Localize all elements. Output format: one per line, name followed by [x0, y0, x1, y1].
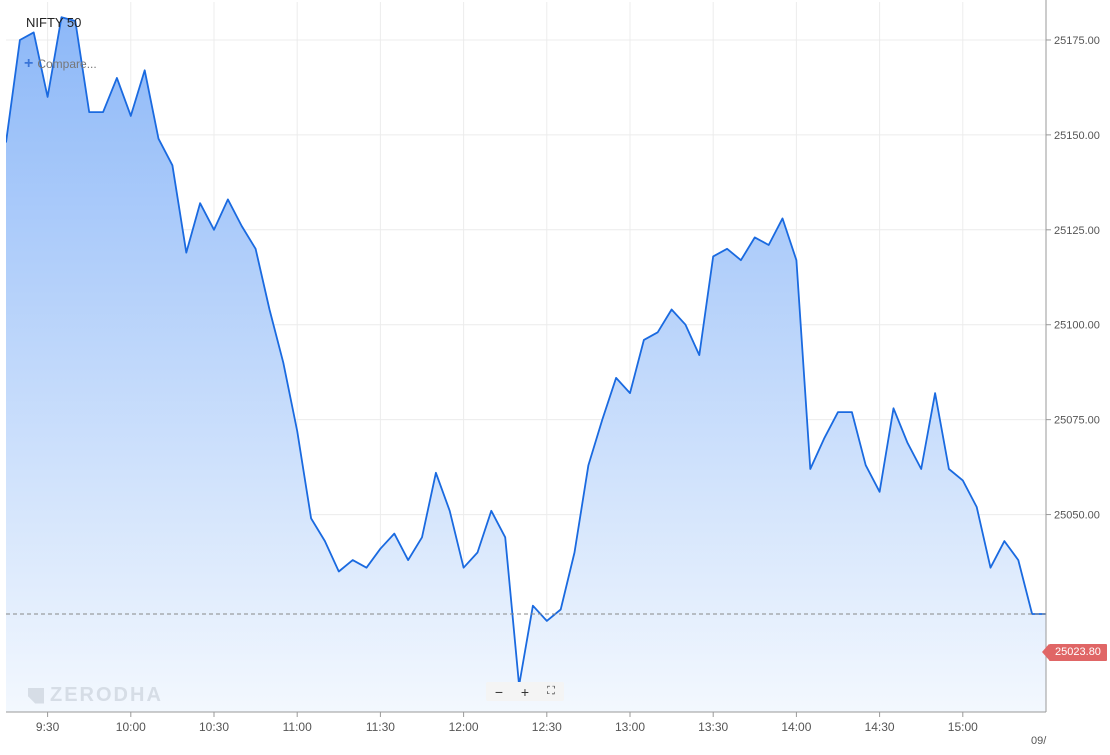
x-tick-label: 12:00 [449, 720, 479, 734]
fullscreen-button[interactable]: ⛶ [547, 685, 555, 697]
x-tick-label: 10:30 [199, 720, 229, 734]
price-line [6, 16, 1046, 687]
x-tick-label: 14:30 [865, 720, 895, 734]
zoom-in-button[interactable]: + [520, 683, 530, 700]
y-tick-label: 25050.00 [1054, 510, 1100, 522]
date-label: 09/ [1031, 735, 1047, 747]
zoom-out-button[interactable]: − [494, 683, 504, 700]
zerodha-watermark: ZERODHA [28, 684, 163, 707]
x-tick-label: 11:30 [366, 720, 395, 734]
x-tick-label: 11:00 [283, 720, 312, 734]
compare-label: Compare... [37, 57, 97, 71]
y-tick-label: 25125.00 [1054, 225, 1100, 237]
x-tick-label: 14:00 [781, 720, 811, 734]
zerodha-logo-icon [28, 687, 44, 704]
last-price-badge: 25023.80 [1042, 644, 1107, 661]
y-tick-label: 25150.00 [1054, 130, 1100, 142]
price-area [6, 16, 1046, 712]
x-tick-label: 13:30 [698, 720, 728, 734]
y-tick-label: 25175.00 [1054, 35, 1100, 47]
symbol-title: NIFTY 50 [26, 15, 82, 30]
x-tick-label: 12:30 [532, 720, 562, 734]
zoom-controls: − + ⛶ [486, 682, 564, 701]
y-axis-ticks: 25050.00 25075.00 25100.00 25125.00 25150.00… [1046, 35, 1100, 522]
x-tick-label: 9:30 [36, 720, 60, 734]
y-tick-label: 25100.00 [1054, 320, 1100, 332]
compare-button[interactable]: + Compare... [24, 55, 97, 72]
area-fill [6, 17, 1046, 712]
axes [6, 0, 1047, 713]
y-tick-label: 25075.00 [1054, 415, 1100, 427]
plus-icon: + [24, 55, 34, 72]
x-tick-label: 13:00 [615, 720, 645, 734]
x-tick-label: 10:00 [116, 720, 146, 734]
x-axis-ticks: 9:30 10:00 10:30 11:00 11:30 12:00 12:30 13:00 1… [36, 712, 978, 734]
watermark-text: ZERODHA [50, 684, 163, 706]
x-tick-label: 15:00 [948, 720, 978, 734]
